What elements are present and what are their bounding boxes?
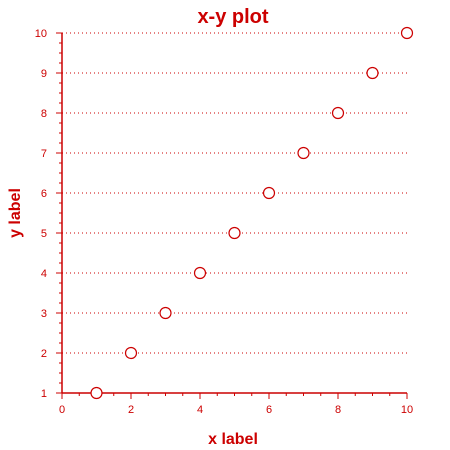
- data-points: [90, 26, 414, 400]
- chart-title: x-y plot: [197, 6, 268, 28]
- y-tick-label: 5: [41, 228, 47, 240]
- y-tick-label: 9: [41, 68, 47, 80]
- y-tick-label: 6: [41, 188, 47, 200]
- y-axis-label: y label: [7, 188, 24, 238]
- x-tick-label: 0: [59, 404, 65, 416]
- data-point: [193, 266, 207, 280]
- data-point: [90, 386, 103, 400]
- tick-labels: 1 2 3 4 5 6 7 8 9 10 0 2 4 6 8 10: [35, 28, 413, 416]
- x-tick-label: 10: [401, 404, 413, 416]
- x-tick-label: 2: [128, 404, 134, 416]
- y-tick-label: 4: [41, 268, 47, 280]
- x-axis-label: x label: [208, 431, 258, 448]
- data-point: [228, 226, 241, 240]
- y-tick-label: 8: [41, 108, 47, 120]
- data-point: [297, 146, 310, 160]
- y-tick-label: 10: [35, 28, 47, 40]
- data-point: [262, 186, 276, 200]
- y-tick-label: 7: [41, 148, 47, 160]
- data-point: [124, 346, 138, 360]
- data-point: [331, 106, 345, 120]
- x-tick-label: 8: [335, 404, 341, 416]
- data-point: [366, 66, 379, 80]
- y-tick-label: 1: [41, 388, 47, 400]
- data-point: [159, 306, 172, 320]
- grid-lines: [62, 32, 407, 394]
- axes: [61, 33, 407, 394]
- tick-marks: [56, 32, 408, 399]
- y-tick-label: 2: [41, 348, 47, 360]
- data-point: [400, 26, 414, 40]
- y-tick-label: 3: [41, 308, 47, 320]
- x-tick-label: 6: [266, 404, 272, 416]
- x-tick-label: 4: [197, 404, 203, 416]
